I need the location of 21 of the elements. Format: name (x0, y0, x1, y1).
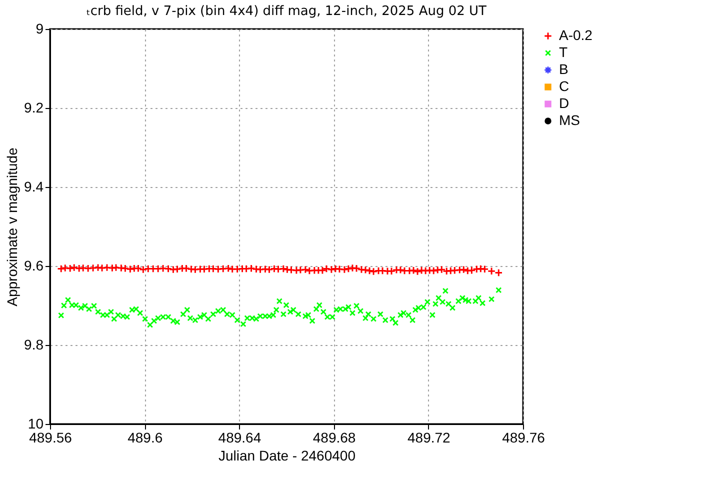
x-tick-label: 489.68 (312, 430, 356, 446)
x-axis-title: Julian Date - 2460400 (218, 448, 356, 464)
legend-label: A-0.2 (559, 27, 593, 43)
x-tick-label: 489.76 (502, 430, 546, 446)
x-tick-label: 489.64 (218, 430, 262, 446)
y-axis-title: Approximate v magnitude (4, 147, 20, 306)
legend-label: MS (559, 112, 580, 128)
x-tick-label: 489.72 (407, 430, 451, 446)
x-tick-label: 489.56 (29, 430, 72, 446)
y-tick-label: 10 (28, 416, 44, 432)
chart-title: ₜcrb field, v 7-pix (bin 4x4) diff mag, 12-inch, 2025 Aug 02 UT (86, 4, 487, 19)
legend-label: C (559, 78, 570, 94)
legend-label: D (559, 95, 570, 111)
y-tick-label: 9.2 (24, 100, 44, 116)
x-tick-label: 489.6 (128, 430, 163, 446)
y-tick-label: 9 (36, 20, 44, 36)
y-tick-label: 9.6 (24, 258, 44, 274)
y-tick-label: 9.8 (24, 336, 44, 352)
y-tick-label: 9.4 (24, 178, 44, 194)
legend-label: B (559, 61, 568, 77)
legend-label: T (559, 44, 568, 60)
